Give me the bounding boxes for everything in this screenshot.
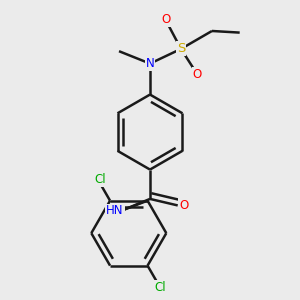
- Text: O: O: [179, 199, 188, 212]
- Text: Cl: Cl: [155, 280, 167, 293]
- Text: O: O: [162, 13, 171, 26]
- Text: HN: HN: [106, 205, 124, 218]
- Text: N: N: [146, 57, 154, 70]
- Text: O: O: [193, 68, 202, 81]
- Text: S: S: [177, 42, 185, 56]
- Text: Cl: Cl: [94, 173, 106, 186]
